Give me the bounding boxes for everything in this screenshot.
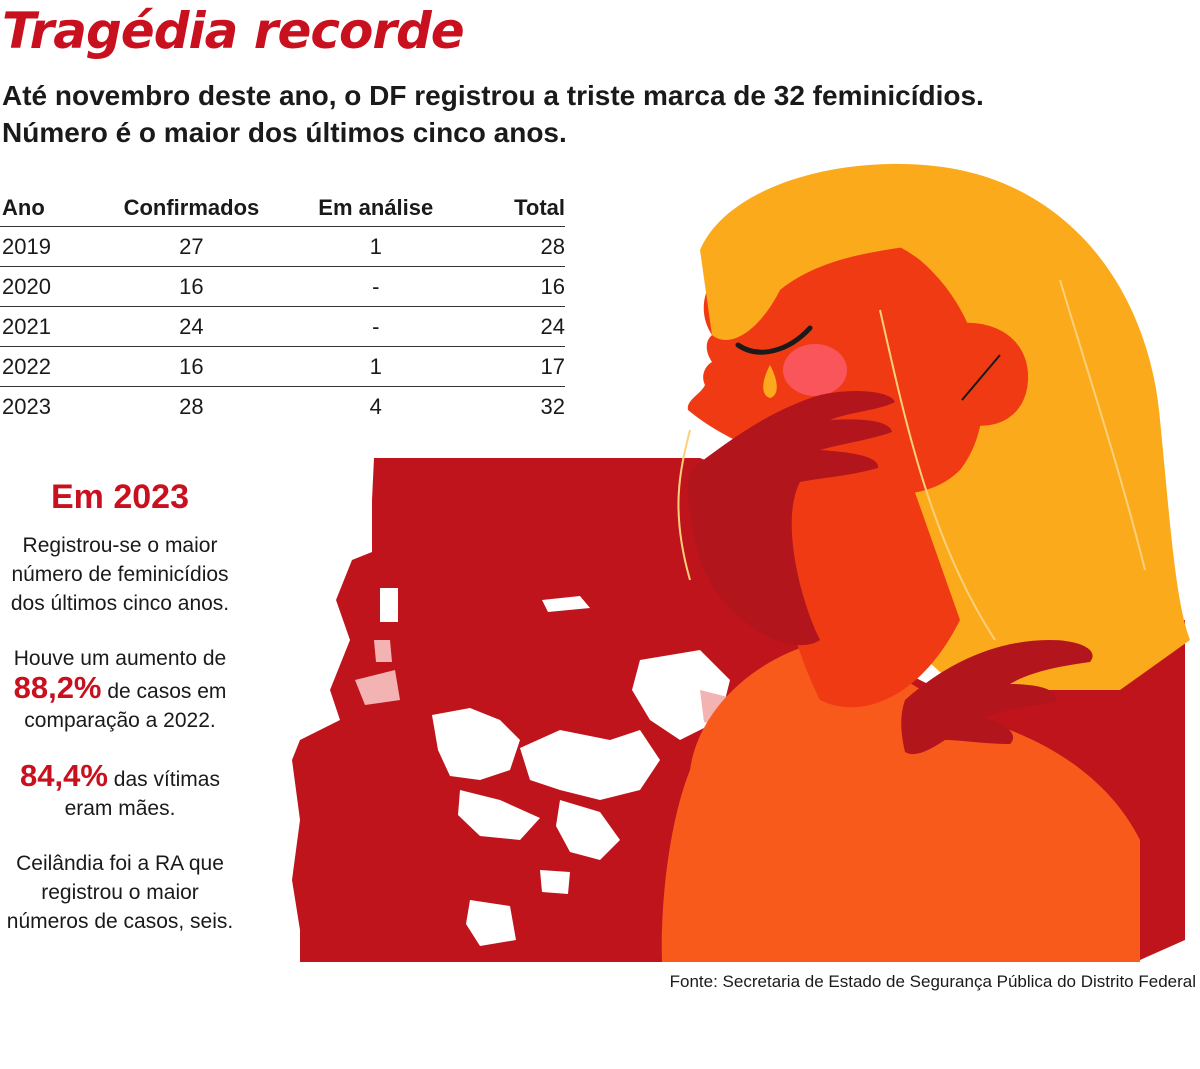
column-header-em-analise: Em análise	[281, 190, 471, 227]
table-row: 2019 27 1 28	[0, 226, 565, 267]
fact-increase-text: de casos em comparação a 2022.	[24, 680, 227, 732]
subtitle-line-1: Até novembro deste ano, o DF registrou a…	[2, 80, 984, 111]
table-row: 2021 24 - 24	[0, 306, 565, 347]
column-header-confirmados: Confirmados	[101, 190, 282, 227]
cell-under-analysis: 1	[281, 226, 471, 267]
mothers-percentage: 84,4%	[20, 758, 108, 793]
cell-under-analysis: -	[281, 266, 471, 307]
cell-under-analysis: -	[281, 306, 471, 347]
table-header-row: Ano Confirmados Em análise Total	[0, 190, 565, 227]
cell-total: 17	[470, 346, 565, 387]
column-header-ano: Ano	[0, 190, 102, 227]
highlights-heading: Em 2023	[51, 478, 189, 516]
cell-confirmed: 16	[101, 266, 282, 307]
fact-increase-intro: Houve um aumento de	[13, 647, 227, 670]
table-row: 2020 16 - 16	[0, 266, 565, 307]
cell-total: 32	[540, 393, 565, 419]
fact-increase: Houve um aumento de 88,2% de casos em co…	[0, 644, 240, 735]
infographic-title: Tragédia recorde	[2, 2, 465, 60]
cell-under-analysis: 4	[369, 393, 382, 419]
cell-total: 24	[470, 306, 565, 347]
cell-confirmed: 28	[179, 393, 204, 419]
fact-ceilandia: Ceilândia foi a RA que registrou o maior…	[6, 852, 234, 933]
column-header-total: Total	[470, 190, 565, 227]
cell-confirmed: 24	[101, 306, 282, 347]
cell-confirmed: 27	[101, 226, 282, 267]
source-note: Fonte: Secretaria de Estado de Segurança…	[669, 972, 1196, 991]
table-row: 2022 16 1 17	[0, 346, 565, 387]
cell-total: 28	[470, 226, 565, 267]
fact-record-year: Registrou-se o maior número de feminicíd…	[10, 534, 230, 615]
cell-year: 2021	[0, 306, 102, 347]
table-row: 2023 28 4 32	[0, 387, 565, 427]
cell-under-analysis: 1	[281, 346, 471, 387]
cell-year: 2022	[0, 346, 102, 387]
fact-mothers-text: das vítimas eram mães.	[64, 768, 220, 820]
cell-year: 2023	[2, 393, 51, 419]
feminicide-table: Ano Confirmados Em análise Total 2019 27…	[0, 190, 565, 426]
cell-total: 16	[470, 266, 565, 307]
subtitle-line-2: Número é o maior dos últimos cinco anos.	[2, 117, 567, 148]
increase-percentage: 88,2%	[13, 670, 102, 705]
highlights-panel: Em 2023 Registrou-se o maior número de f…	[0, 478, 240, 962]
crying-woman-illustration	[661, 163, 1190, 962]
cell-year: 2020	[0, 266, 102, 307]
fact-mothers: 84,4% das vítimas eram mães.	[0, 758, 240, 823]
cell-year: 2019	[0, 226, 102, 267]
cell-confirmed: 16	[101, 346, 282, 387]
